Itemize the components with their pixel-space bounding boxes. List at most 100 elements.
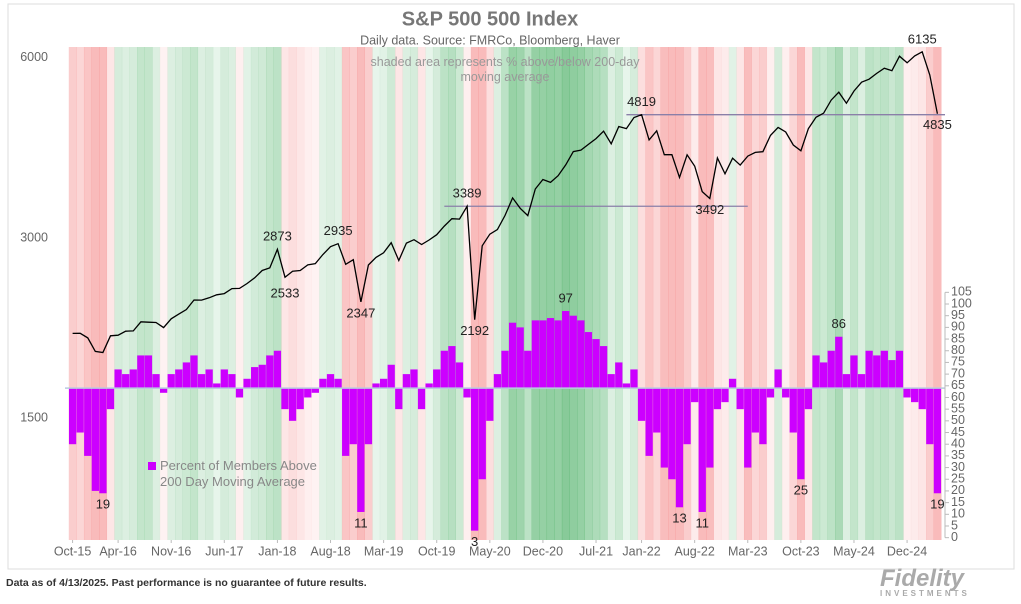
percent-bar [167, 374, 175, 389]
percent-bar [304, 388, 312, 398]
y2-tick-label: 25 [951, 472, 965, 486]
percent-bar [91, 388, 99, 491]
percent-bar [804, 388, 813, 410]
shade-band [440, 47, 449, 540]
shade-band [91, 47, 100, 540]
percent-bar [387, 364, 395, 389]
percent-bar [706, 388, 714, 468]
y2-tick-label: 85 [951, 331, 965, 345]
shade-band [759, 47, 768, 540]
shade-band [395, 47, 403, 540]
shade-band [668, 47, 676, 540]
frame [7, 3, 1015, 570]
percent-bar [918, 388, 926, 410]
percent-bar [501, 350, 509, 389]
shade-band [493, 47, 502, 540]
y2-tick-label: 105 [951, 285, 972, 299]
percent-bar [144, 355, 153, 389]
shade-band [933, 47, 942, 540]
shade-band [728, 47, 737, 540]
shade-band [751, 47, 760, 540]
percent-bar [645, 388, 653, 456]
percent-bar [607, 374, 615, 389]
percent-bar [736, 388, 744, 410]
y2-tick-label: 30 [951, 460, 965, 474]
shade-band [789, 47, 798, 540]
logo-sub: INVESTMENTS [880, 589, 970, 598]
percent-bar [342, 388, 350, 456]
shade-band [599, 47, 608, 540]
percent-bar [129, 369, 137, 389]
percent-bar [220, 369, 228, 389]
shade-band [652, 47, 661, 540]
shade-band [486, 47, 494, 540]
percent-bar [592, 339, 600, 389]
annotation: 86 [832, 316, 846, 331]
x-tick-label: Aug-22 [674, 544, 714, 558]
shade-band [106, 47, 115, 540]
shade-band [903, 47, 912, 540]
percent-bar [152, 374, 160, 389]
shade-band [880, 47, 889, 540]
percent-bar [440, 350, 448, 389]
percent-bar [463, 388, 471, 398]
shade-band [99, 47, 108, 540]
percent-bar [842, 374, 851, 389]
note: shaded area represents % above/below 200… [370, 55, 640, 84]
percent-bar [349, 388, 357, 445]
shade-band [470, 47, 479, 540]
shade-band [152, 47, 161, 540]
shade-band [357, 47, 365, 540]
percent-bar [850, 355, 858, 389]
shade-band [175, 47, 183, 540]
y2-tick-label: 65 [951, 378, 965, 392]
shade-band [205, 47, 214, 540]
shade-band [842, 47, 851, 540]
percent-bar [296, 388, 304, 410]
shade-band [258, 47, 267, 540]
shade-band [83, 47, 92, 540]
shade-band [341, 47, 350, 540]
shade-band [660, 47, 669, 540]
percent-bar [410, 369, 418, 389]
shade-band [281, 47, 290, 540]
percent-bar [615, 362, 623, 389]
percent-bar [205, 369, 213, 389]
shade-band [144, 47, 153, 540]
percent-bar [326, 374, 335, 389]
percent-bar [653, 388, 661, 433]
percent-bar [880, 350, 888, 389]
y2-tick-label: 75 [951, 355, 965, 369]
shade-band [190, 47, 199, 540]
y2-tick-label: 0 [951, 530, 958, 544]
shade-band [182, 47, 191, 540]
legend-label: Percent of Members Above 200 Day Moving … [160, 458, 317, 489]
percent-bar [531, 320, 539, 389]
shade-band [546, 47, 555, 540]
percent-bar [182, 362, 191, 389]
y2-tick-label: 10 [951, 507, 965, 521]
percent-bar [379, 378, 388, 389]
percent-bar [721, 388, 729, 403]
shade-band [319, 47, 328, 540]
percent-bar [599, 346, 608, 389]
percent-bar [319, 378, 327, 389]
shade-band [630, 47, 639, 540]
percent-bar [122, 374, 130, 389]
chart-title: S&P 500 500 Index [402, 8, 578, 30]
percent-bar [933, 388, 942, 494]
percent-bar [819, 362, 828, 389]
percent-bar [364, 388, 373, 445]
percent-bar [546, 318, 555, 389]
shade-band [159, 47, 168, 540]
y2-tick-label: 70 [951, 366, 965, 380]
percent-bar [668, 388, 676, 480]
percent-bar [114, 369, 122, 389]
annotation: 3389 [453, 186, 482, 201]
shade-band [76, 47, 85, 540]
percent-bar [782, 388, 790, 398]
annotation: 4835 [923, 117, 952, 132]
shade-band [797, 47, 805, 540]
shade-band [645, 47, 654, 540]
percent-bar [744, 388, 752, 468]
